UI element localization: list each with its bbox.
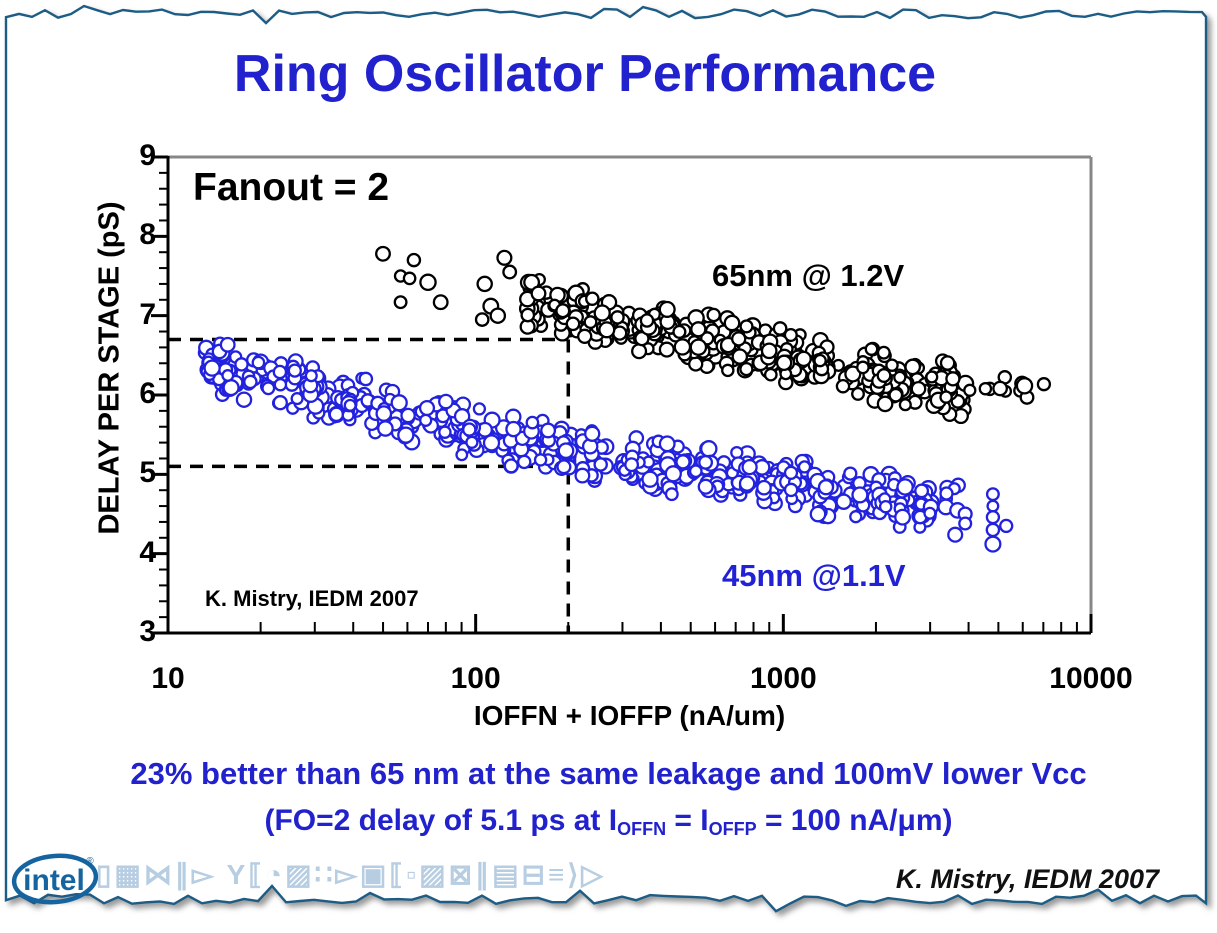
summary-line-1: 23% better than 65 nm at the same leakag… [130,756,1087,791]
intel-logo-text: intel [23,864,85,897]
chart-credit: K. Mistry, IEDM 2007 [205,586,419,611]
leakage-guide-lines [168,337,571,633]
y-tick-label: 5 [139,456,156,490]
footer-credit: K. Mistry, IEDM 2007 [895,864,1159,894]
x-axis-title: IOFFN + IOFFP (nA/um) [473,700,786,731]
x-axis-ticks [166,614,1093,633]
plot-area [151,155,1093,635]
y-tick-label: 4 [139,535,156,569]
series-label-65nm: 65nm @ 1.2V [712,258,905,293]
y-tick-label: 6 [139,377,156,410]
y-axis-ticks [151,155,168,635]
page-title: Ring Oscillator Performance [233,45,937,103]
fanout-annotation: Fanout = 2 [193,166,390,209]
y-tick-label: 8 [139,218,156,252]
y-tick-label: 7 [139,297,156,331]
series-points-65nm [375,245,1052,425]
y-axis-title: DELAY PER STAGE (pS) [93,201,126,535]
registered-mark-icon: ® [86,856,94,867]
x-tick-label: 100 [450,662,501,695]
summary-line-2: (FO=2 delay of 5.1 ps at IOFFN = IOFFP =… [264,804,953,840]
x-tick-label: 10 [151,662,185,695]
y-tick-label: 3 [139,615,156,648]
y-tick-label: 9 [139,139,156,172]
series-label-45nm: 45nm @1.1V [722,558,906,593]
intel-logo-oval [11,853,99,905]
circuit-pattern-icons: ▯▦⋈∥▻ Y⟦◔▨∷▻▣⟦▫▨⊠∥▤⊟≡⟩▷ [96,859,606,890]
x-tick-label: 1000 [749,662,817,695]
x-tick-label: 10000 [1049,662,1133,695]
intel-logo: intel ® [10,848,102,917]
series-points-45nm [197,336,1014,553]
